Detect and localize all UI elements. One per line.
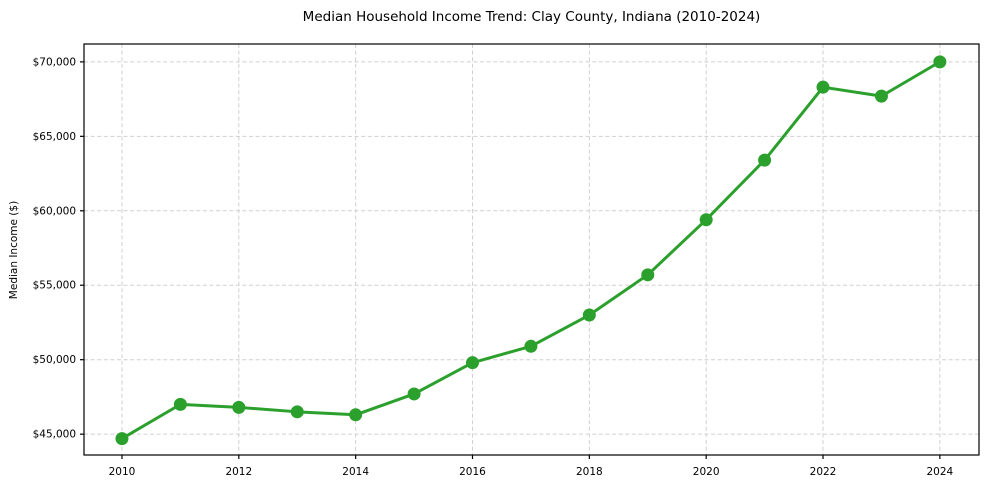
y-tick-label: $55,000 bbox=[33, 280, 76, 292]
data-point-2011 bbox=[173, 397, 187, 411]
x-tick-label: 2012 bbox=[225, 466, 252, 478]
x-tick-label: 2020 bbox=[693, 466, 720, 478]
data-point-2018 bbox=[582, 308, 596, 322]
data-point-2022 bbox=[816, 80, 830, 94]
data-point-2021 bbox=[758, 153, 772, 167]
data-point-2017 bbox=[524, 339, 538, 353]
y-tick-label: $65,000 bbox=[33, 131, 76, 143]
data-point-2015 bbox=[407, 387, 421, 401]
data-point-2020 bbox=[699, 213, 713, 227]
plot-border bbox=[83, 43, 980, 456]
x-tick-label: 2014 bbox=[342, 466, 369, 478]
y-tick-label: $70,000 bbox=[33, 56, 76, 68]
y-tick-label: $50,000 bbox=[33, 354, 76, 366]
x-tick-label: 2018 bbox=[576, 466, 603, 478]
data-point-2024 bbox=[933, 55, 947, 69]
y-tick-label: $60,000 bbox=[33, 205, 76, 217]
x-tick-label: 2022 bbox=[810, 466, 837, 478]
trend-line bbox=[120, 60, 942, 441]
data-point-2013 bbox=[290, 405, 304, 419]
x-tick-label: 2024 bbox=[926, 466, 953, 478]
data-point-2012 bbox=[232, 400, 246, 414]
data-point-2016 bbox=[465, 356, 479, 370]
data-point-2014 bbox=[349, 408, 363, 422]
x-tick-label: 2010 bbox=[109, 466, 136, 478]
chart-title: Median Household Income Trend: Clay Coun… bbox=[302, 9, 761, 25]
x-tick-label: 2016 bbox=[459, 466, 486, 478]
data-point-2019 bbox=[641, 268, 655, 282]
data-point-2023 bbox=[874, 89, 888, 103]
y-tick-label: $45,000 bbox=[33, 429, 76, 441]
data-point-2010 bbox=[115, 432, 129, 446]
